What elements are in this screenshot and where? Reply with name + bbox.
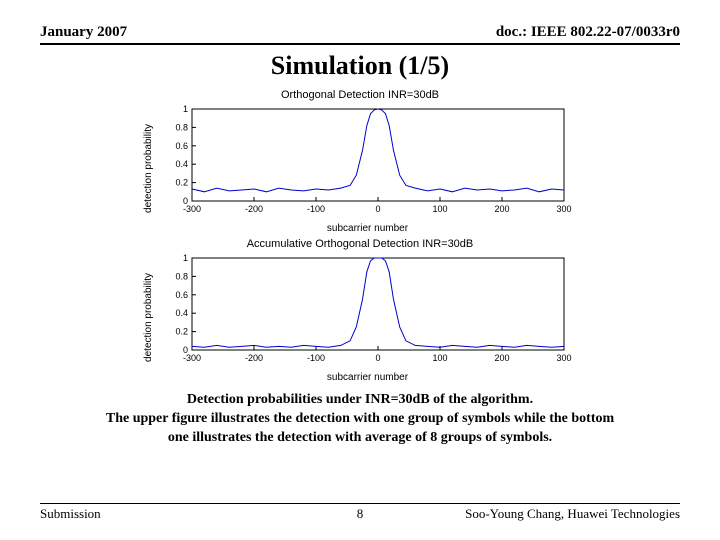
caption-line-2: The upper figure illustrates the detecti…	[40, 410, 680, 429]
header: January 2007 doc.: IEEE 802.22-07/0033r0	[40, 24, 680, 45]
figure-caption: Detection probabilities under INR=30dB o…	[40, 391, 680, 448]
chart-2-ylabel: detection probability	[143, 273, 154, 362]
chart-1-ylabel: detection probability	[143, 124, 154, 213]
svg-text:100: 100	[432, 204, 447, 214]
caption-line-3: one illustrates the detection with avera…	[40, 429, 680, 448]
svg-text:0: 0	[182, 196, 187, 206]
svg-text:0: 0	[375, 353, 380, 363]
page-title: Simulation (1/5)	[40, 51, 680, 81]
svg-text:0.8: 0.8	[175, 122, 188, 132]
svg-text:-200: -200	[244, 353, 262, 363]
svg-text:0.4: 0.4	[175, 308, 188, 318]
svg-text:0.8: 0.8	[175, 271, 188, 281]
svg-text:0.4: 0.4	[175, 159, 188, 169]
svg-text:-100: -100	[306, 353, 324, 363]
svg-text:100: 100	[432, 353, 447, 363]
svg-text:200: 200	[494, 353, 509, 363]
chart-1-title: Orthogonal Detection INR=30dB	[281, 89, 439, 101]
footer: Submission 8 Soo-Young Chang, Huawei Tec…	[40, 503, 680, 522]
chart-2-xlabel: subcarrier number	[158, 372, 578, 383]
footer-center: 8	[40, 506, 680, 522]
svg-text:-200: -200	[244, 204, 262, 214]
svg-text:-100: -100	[306, 204, 324, 214]
svg-text:0.2: 0.2	[175, 327, 188, 337]
chart-1-xlabel: subcarrier number	[158, 223, 578, 234]
chart-1-svg: -300-200-100010020030000.20.40.60.81	[158, 103, 578, 221]
chart-2-svg: -300-200-100010020030000.20.40.60.81	[158, 252, 578, 370]
chart-2-title: Accumulative Orthogonal Detection INR=30…	[247, 238, 474, 250]
chart-2: Accumulative Orthogonal Detection INR=30…	[40, 238, 680, 383]
svg-text:300: 300	[556, 204, 571, 214]
svg-text:200: 200	[494, 204, 509, 214]
svg-text:1: 1	[182, 253, 187, 263]
svg-text:0.6: 0.6	[175, 290, 188, 300]
caption-line-1: Detection probabilities under INR=30dB o…	[40, 391, 680, 410]
svg-text:0.2: 0.2	[175, 178, 188, 188]
svg-text:0: 0	[375, 204, 380, 214]
svg-text:300: 300	[556, 353, 571, 363]
svg-text:1: 1	[182, 104, 187, 114]
svg-text:0: 0	[182, 345, 187, 355]
header-doc: doc.: IEEE 802.22-07/0033r0	[496, 24, 680, 41]
header-date: January 2007	[40, 24, 127, 41]
svg-text:0.6: 0.6	[175, 141, 188, 151]
chart-1: Orthogonal Detection INR=30dB detection …	[40, 89, 680, 234]
